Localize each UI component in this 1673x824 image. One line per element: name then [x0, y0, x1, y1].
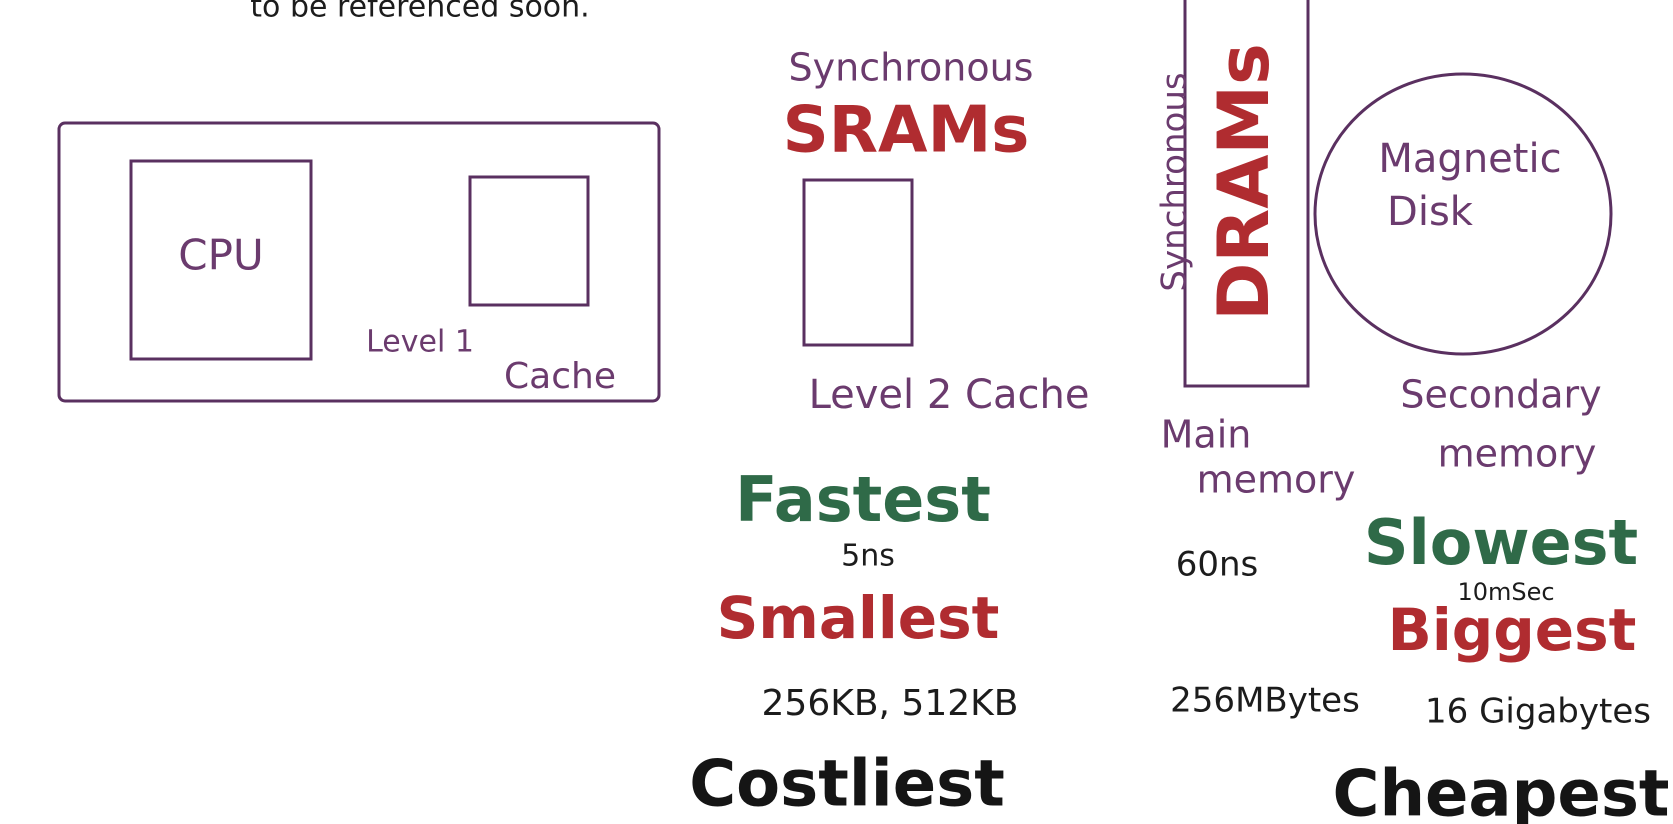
- l2-cache-box: [802, 178, 914, 347]
- cpu-label: CPU: [178, 231, 263, 280]
- disk-circle: [1313, 72, 1613, 356]
- dram-label: memory: [1197, 458, 1356, 502]
- processor-chip: [57, 121, 661, 403]
- header-text: to be referenced soon.: [250, 0, 589, 25]
- size-rank: Biggest: [1388, 596, 1637, 664]
- disk-label: memory: [1438, 432, 1597, 476]
- speed-rank: Fastest: [735, 463, 991, 536]
- speed: 5ns: [841, 539, 895, 574]
- cost-rank: Costliest: [689, 748, 1005, 822]
- dram-kind: Synchronous: [1155, 72, 1195, 291]
- l1-cache-label: Cache: [504, 356, 616, 397]
- dram-box: [1183, 0, 1310, 388]
- cost-rank: Cheapest: [1332, 758, 1669, 824]
- disk-name: Magnetic: [1378, 136, 1561, 182]
- dram-label: Main: [1161, 413, 1252, 457]
- speed: 60ns: [1176, 545, 1259, 585]
- dram-name: DRAMs: [1203, 43, 1285, 321]
- cpu-box: [129, 159, 313, 361]
- size-rank: Smallest: [717, 584, 1000, 652]
- speed-rank: Slowest: [1364, 506, 1638, 579]
- size: 256MBytes: [1170, 681, 1360, 721]
- sram-kind: Synchronous: [789, 46, 1034, 90]
- sram-name: SRAMs: [783, 94, 1030, 168]
- speed: 10mSec: [1457, 578, 1554, 606]
- l1-cache-box: [468, 175, 590, 307]
- l2-cache-label: Level 2 Cache: [809, 372, 1090, 418]
- disk-name: Disk: [1387, 189, 1474, 235]
- l1-cache-label: Level 1: [366, 325, 474, 360]
- size: 16 Gigabytes: [1425, 692, 1651, 732]
- size: 256KB, 512KB: [762, 683, 1019, 724]
- disk-label: Secondary: [1400, 373, 1601, 417]
